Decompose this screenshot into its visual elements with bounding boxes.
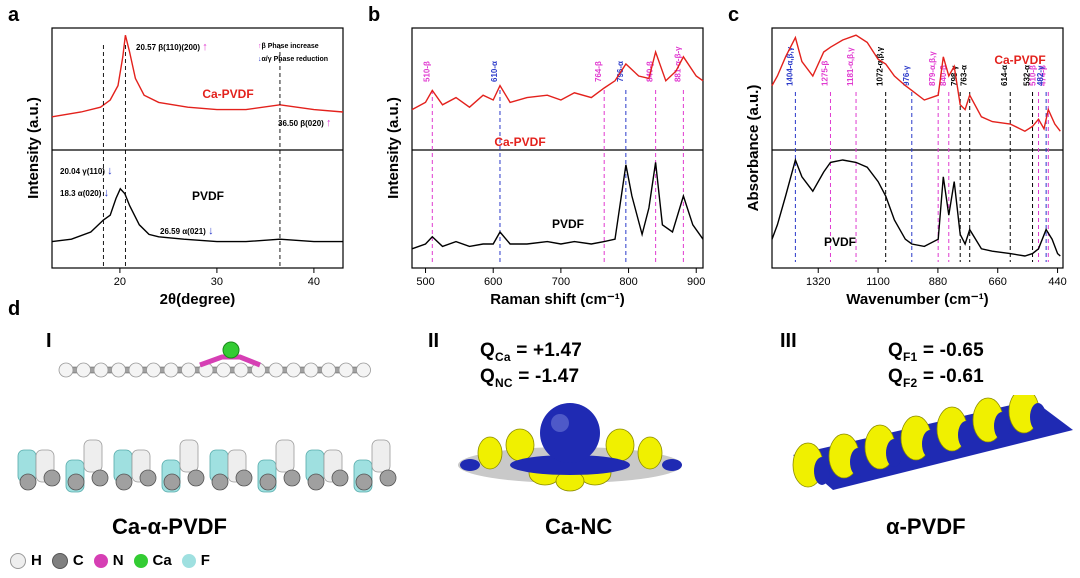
- x-tick-label: 20: [114, 276, 126, 288]
- peak-label: 1404-α,β,γ: [785, 46, 794, 86]
- f-ball-icon: [181, 553, 196, 568]
- y-axis-label: Absorbance (a.u.): [745, 85, 762, 212]
- x-tick-label: 660: [989, 276, 1007, 288]
- x-tick-label: 40: [308, 276, 320, 288]
- h-ball-icon: [10, 552, 26, 569]
- alpha-pvdf-charge-density: [792, 395, 1073, 490]
- ca-nc-side-view: [58, 341, 371, 378]
- x-tick-label: 1100: [866, 276, 890, 288]
- panel-label-a: a: [8, 4, 20, 26]
- ca-alpha-pvdf-structure: [17, 439, 397, 493]
- c-ball-icon: [51, 552, 68, 569]
- charge-f1: QF1 = -0.65: [888, 340, 984, 364]
- legend-beta: ↑β Phase increase: [258, 43, 319, 50]
- xrd-chart: 20 30 40 2θ(degree) Intensity (a.u.) Ca-PVDF P…: [25, 27, 344, 308]
- peak-label: 614-α: [1000, 65, 1009, 86]
- x-tick-label: 700: [552, 276, 570, 288]
- caption-alpha-pvdf: α-PVDF: [886, 514, 966, 539]
- atom-legend: H C N Ca F: [6, 552, 210, 569]
- ftir-chart: 1404-α,β,γ 1275-β 1181-α,β,γ 1072-α,β,γ 976-…: [745, 27, 1067, 308]
- peak-label: 482-γ: [1036, 65, 1045, 86]
- series-label-pvdf: PVDF: [192, 189, 224, 203]
- peak-label: 976-γ: [902, 65, 911, 86]
- plot-frame: [411, 27, 704, 269]
- x-tick-label: 500: [416, 276, 434, 288]
- n-ball-icon: [93, 553, 108, 568]
- x-tick-label: 900: [687, 276, 705, 288]
- x-axis-label: Raman shift (cm⁻¹): [490, 291, 625, 308]
- xrd-annotation: 20.57 β(110)(200) ↑: [136, 41, 208, 53]
- peak-label: 840-β: [939, 65, 948, 86]
- ca-atom: [222, 341, 240, 359]
- ca-charge-lobe: [540, 403, 600, 463]
- series-label-ca-pvdf: Ca-PVDF: [994, 53, 1045, 67]
- peak-label: 510-β: [422, 61, 431, 82]
- legend-alpha-gamma: ↓α/γ Phase reduction: [258, 56, 328, 63]
- series-label-ca-pvdf: Ca-PVDF: [202, 87, 253, 101]
- series-line-pvdf: [771, 157, 1061, 257]
- peak-label: 1275-β: [820, 61, 829, 86]
- series-label-ca-pvdf: Ca-PVDF: [494, 135, 545, 149]
- x-axis-label: Wavenumber (cm⁻¹): [846, 291, 988, 308]
- xrd-annotation: 18.3 α(020) ↓: [60, 187, 109, 199]
- peak-label: 881-α-β-γ: [673, 46, 682, 82]
- series-line-ca-pvdf: [771, 34, 1061, 133]
- series-line-ca-pvdf: [51, 35, 344, 118]
- xrd-annotation: 20.04 γ(110) ↓: [60, 165, 113, 177]
- peak-label: 879-α,β,γ: [928, 51, 937, 86]
- series-label-pvdf: PVDF: [824, 235, 856, 249]
- y-axis-label: Intensity (a.u.): [25, 97, 42, 199]
- x-tick-label: 600: [484, 276, 502, 288]
- peak-label: 510-β: [1029, 65, 1038, 86]
- x-tick-label: 30: [211, 276, 223, 288]
- series-line-ca-pvdf: [411, 49, 704, 111]
- caption-ca-alpha-pvdf: Ca-α-PVDF: [112, 514, 227, 539]
- plot-frame: [771, 27, 1064, 269]
- peak-label: 610-α: [490, 61, 499, 82]
- x-tick-label: 1320: [806, 276, 830, 288]
- panel-label-b: b: [368, 4, 381, 26]
- y-axis-label: Intensity (a.u.): [385, 97, 402, 199]
- roman-ii: II: [428, 330, 440, 352]
- plot-frame: [51, 27, 344, 269]
- x-tick-label: 440: [1048, 276, 1066, 288]
- peak-label: 474-β: [1038, 65, 1047, 86]
- ca-nc-charge-density: [458, 403, 682, 492]
- charge-f2: QF2 = -0.61: [888, 366, 984, 390]
- x-tick-label: 880: [929, 276, 947, 288]
- x-tick-label: 800: [619, 276, 637, 288]
- series-line-pvdf: [51, 187, 343, 243]
- series-label-pvdf: PVDF: [552, 217, 584, 231]
- charge-nc: QNC = -1.47: [480, 366, 580, 390]
- caption-ca-nc: Ca-NC: [545, 514, 613, 539]
- peak-label: 1072-α,β,γ: [876, 46, 885, 86]
- peak-label: 532-α: [1023, 65, 1032, 86]
- peak-label: 764-β: [594, 61, 603, 82]
- roman-iii: III: [780, 330, 797, 352]
- peak-label: 798-γ: [950, 65, 959, 86]
- ca-ball-icon: [133, 553, 148, 568]
- peak-label: 763-α: [960, 65, 969, 86]
- charge-ca: QCa = +1.47: [480, 340, 583, 364]
- peak-label: 1181-α,β,γ: [846, 47, 855, 86]
- xrd-annotation: 36.50 β(020) ↑: [278, 117, 332, 129]
- x-axis-label: 2θ(degree): [160, 291, 236, 308]
- panel-label-d: d: [8, 298, 21, 320]
- panel-label-c: c: [728, 4, 740, 26]
- roman-i: I: [46, 330, 52, 352]
- xrd-annotation: 26.59 α(021) ↓: [160, 225, 214, 237]
- series-line-pvdf: [411, 162, 704, 250]
